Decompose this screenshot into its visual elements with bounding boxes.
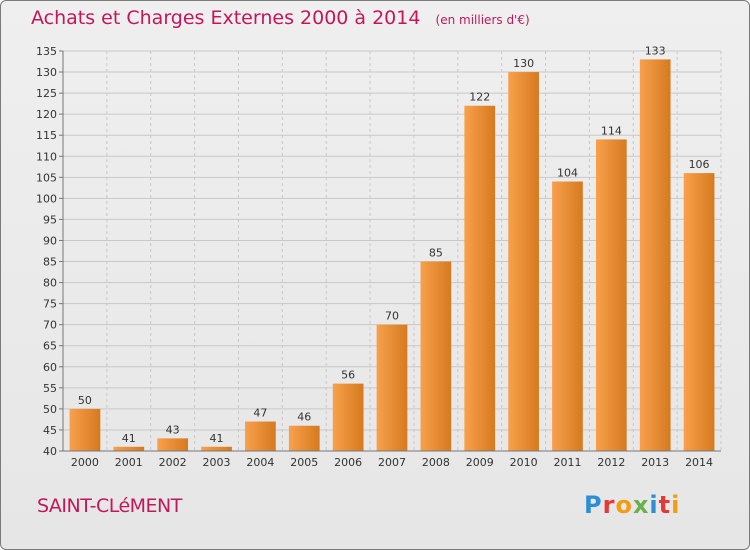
data-label: 85 — [429, 247, 443, 260]
x-tick-label: 2014 — [685, 456, 713, 469]
y-tick-label: 40 — [43, 445, 57, 458]
data-label: 41 — [122, 432, 136, 445]
chart-unit-text: (en milliers d'€) — [435, 13, 530, 27]
bars — [69, 59, 715, 452]
bar — [288, 425, 320, 451]
data-labels: 50 41 43 41 47 46 56 70 85 122 130 104 114 133 106 — [78, 44, 710, 444]
x-tick-label: 2010 — [510, 456, 538, 469]
x-tick-label: 2008 — [422, 456, 450, 469]
bar — [157, 438, 189, 451]
y-tick-label: 110 — [36, 150, 57, 163]
y-tick-label: 50 — [43, 403, 57, 416]
bar — [245, 421, 276, 451]
y-tick-label: 90 — [43, 234, 57, 247]
y-tick-label: 55 — [43, 382, 57, 395]
commune-name: SAINT-CLéMENT — [37, 495, 182, 517]
data-label: 70 — [385, 310, 399, 323]
bar — [639, 59, 671, 451]
y-tick-label: 95 — [43, 213, 57, 226]
x-tick-label: 2003 — [203, 456, 231, 469]
x-tick-label: 2005 — [290, 456, 318, 469]
bar — [683, 173, 715, 451]
proxiti-logo: Proxiti — [584, 491, 681, 519]
y-tick-label: 70 — [43, 319, 57, 332]
x-tick-label: 2000 — [71, 456, 99, 469]
x-tick-label: 2002 — [159, 456, 187, 469]
y-tick-label: 115 — [36, 129, 57, 142]
bar — [69, 408, 101, 451]
y-tick-label: 85 — [43, 256, 57, 269]
y-tick-label: 45 — [43, 424, 57, 437]
y-tick-label: 130 — [36, 66, 57, 79]
data-label: 106 — [689, 158, 710, 171]
bar — [113, 446, 145, 451]
data-label: 104 — [557, 167, 578, 180]
data-label: 47 — [253, 407, 267, 420]
bar — [420, 261, 452, 451]
data-label: 122 — [469, 91, 490, 104]
x-tick-label: 2013 — [641, 456, 669, 469]
x-tick-label: 2011 — [553, 456, 581, 469]
bar — [376, 324, 408, 451]
chart-title: Achats et Charges Externes 2000 à 2014 (… — [31, 7, 530, 29]
data-label: 41 — [210, 432, 224, 445]
bar — [595, 139, 627, 451]
y-tick-label: 75 — [43, 298, 57, 311]
x-tick-label: 2006 — [334, 456, 362, 469]
bar — [464, 105, 496, 451]
y-tick-label: 105 — [36, 171, 57, 184]
bar — [201, 446, 232, 451]
axes: 40 45 50 55 60 65 70 75 80 85 90 95 100 105 110 115 120 1… — [36, 45, 721, 469]
x-tick-label: 2004 — [246, 456, 274, 469]
y-tick-label: 135 — [36, 45, 57, 58]
data-label: 50 — [78, 394, 92, 407]
data-label: 114 — [601, 124, 622, 137]
data-label: 56 — [341, 369, 355, 382]
y-tick-label: 120 — [36, 108, 57, 121]
y-tick-label: 80 — [43, 277, 57, 290]
y-tick-label: 65 — [43, 340, 57, 353]
bar — [552, 181, 583, 452]
x-tick-label: 2001 — [115, 456, 143, 469]
bar — [508, 72, 539, 451]
y-tick-label: 100 — [36, 192, 57, 205]
data-label: 43 — [166, 423, 180, 436]
y-tick-label: 60 — [43, 361, 57, 374]
data-label: 133 — [645, 44, 666, 57]
x-tick-label: 2009 — [466, 456, 494, 469]
data-label: 130 — [513, 57, 534, 70]
x-tick-label: 2012 — [597, 456, 625, 469]
bar — [332, 383, 364, 451]
x-tick-label: 2007 — [378, 456, 406, 469]
chart-title-text: Achats et Charges Externes 2000 à 2014 — [31, 7, 421, 29]
data-label: 46 — [297, 411, 311, 424]
y-tick-label: 125 — [36, 87, 57, 100]
